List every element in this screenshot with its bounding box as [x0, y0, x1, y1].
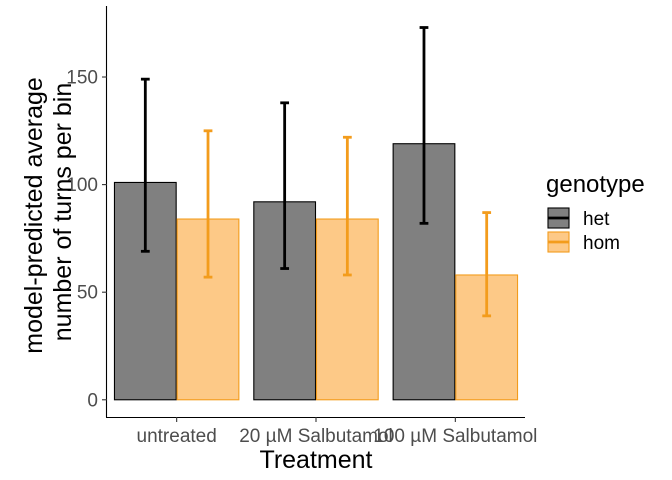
error-bar-hom-3 — [482, 211, 492, 318]
error-bar-hom-2 — [342, 135, 352, 277]
legend-label-het: het — [583, 209, 610, 230]
y-ticks-layer: 0 50 100 150 — [66, 68, 107, 411]
error-bar-het-1 — [140, 77, 150, 253]
y-axis-title-line-1: model-predicted average — [20, 77, 48, 354]
x-tick-label: 100 µM Salbutamol — [373, 426, 537, 447]
legend-label-hom: hom — [583, 233, 620, 254]
y-tick-label: 0 — [87, 390, 98, 411]
legend: genotype het hom — [546, 171, 645, 254]
y-tick-label: 100 — [66, 175, 98, 196]
bars-layer — [113, 143, 519, 401]
error-bar-het-3 — [419, 26, 429, 225]
error-bar-hom-1 — [203, 129, 213, 279]
y-tick-label: 150 — [66, 68, 98, 89]
y-axis-title: model-predicted average number of turns … — [20, 70, 77, 354]
legend-key-het — [547, 207, 570, 229]
error-bar-het-2 — [280, 101, 290, 270]
y-tick-label: 50 — [77, 283, 98, 304]
legend-key-hom — [547, 231, 570, 253]
x-tick-label: 20 µM Salbutamol — [239, 426, 393, 447]
legend-title: genotype — [546, 171, 645, 198]
error-bars-layer — [140, 26, 492, 318]
x-tick-label: untreated — [137, 426, 217, 447]
y-axis-title-line-2: number of turns per bin — [49, 83, 77, 341]
x-axis-title: Treatment — [259, 446, 372, 474]
